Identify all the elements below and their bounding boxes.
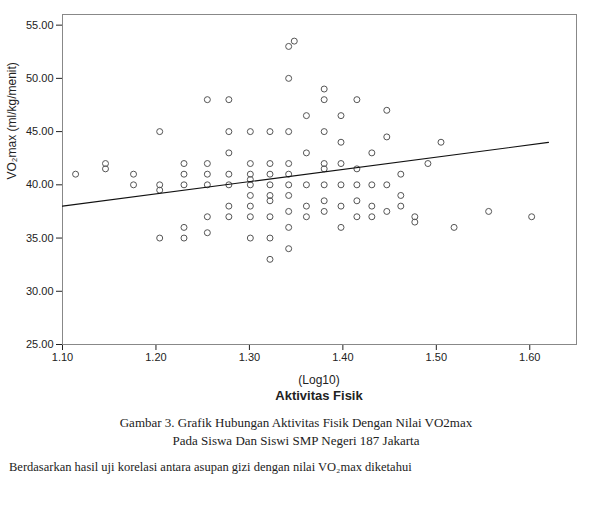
svg-text:40.00: 40.00 [26, 178, 54, 190]
svg-text:1.20: 1.20 [145, 351, 166, 363]
svg-text:1.30: 1.30 [239, 351, 260, 363]
svg-text:1.60: 1.60 [519, 351, 540, 363]
svg-text:30.00: 30.00 [26, 285, 54, 297]
html-text:Aktivitas Fisik: Aktivitas Fisik [275, 388, 363, 403]
svg-text:1.10: 1.10 [52, 351, 73, 363]
svg-text:1.50: 1.50 [426, 351, 447, 363]
svg-text:VO₂max (ml/kg/menit): VO₂max (ml/kg/menit) [5, 62, 19, 179]
svg-text:25.00: 25.00 [26, 338, 54, 350]
html-text:Berdasarkan hasil uji korelasi: Berdasarkan hasil uji korelasi antara as… [9, 460, 412, 474]
html-text:(Log10): (Log10) [298, 373, 340, 387]
html-text:Gambar 3. Grafik Hubungan Akti: Gambar 3. Grafik Hubungan Aktivitas Fisi… [119, 415, 473, 430]
svg-text:55.00: 55.00 [26, 19, 54, 31]
html-text:Pada Siswa Dan Siswi SMP Neger: Pada Siswa Dan Siswi SMP Negeri 187 Jaka… [172, 433, 420, 448]
svg-text:1.40: 1.40 [332, 351, 353, 363]
svg-text:35.00: 35.00 [26, 232, 54, 244]
svg-text:45.00: 45.00 [26, 125, 54, 137]
svg-text:50.00: 50.00 [26, 72, 54, 84]
